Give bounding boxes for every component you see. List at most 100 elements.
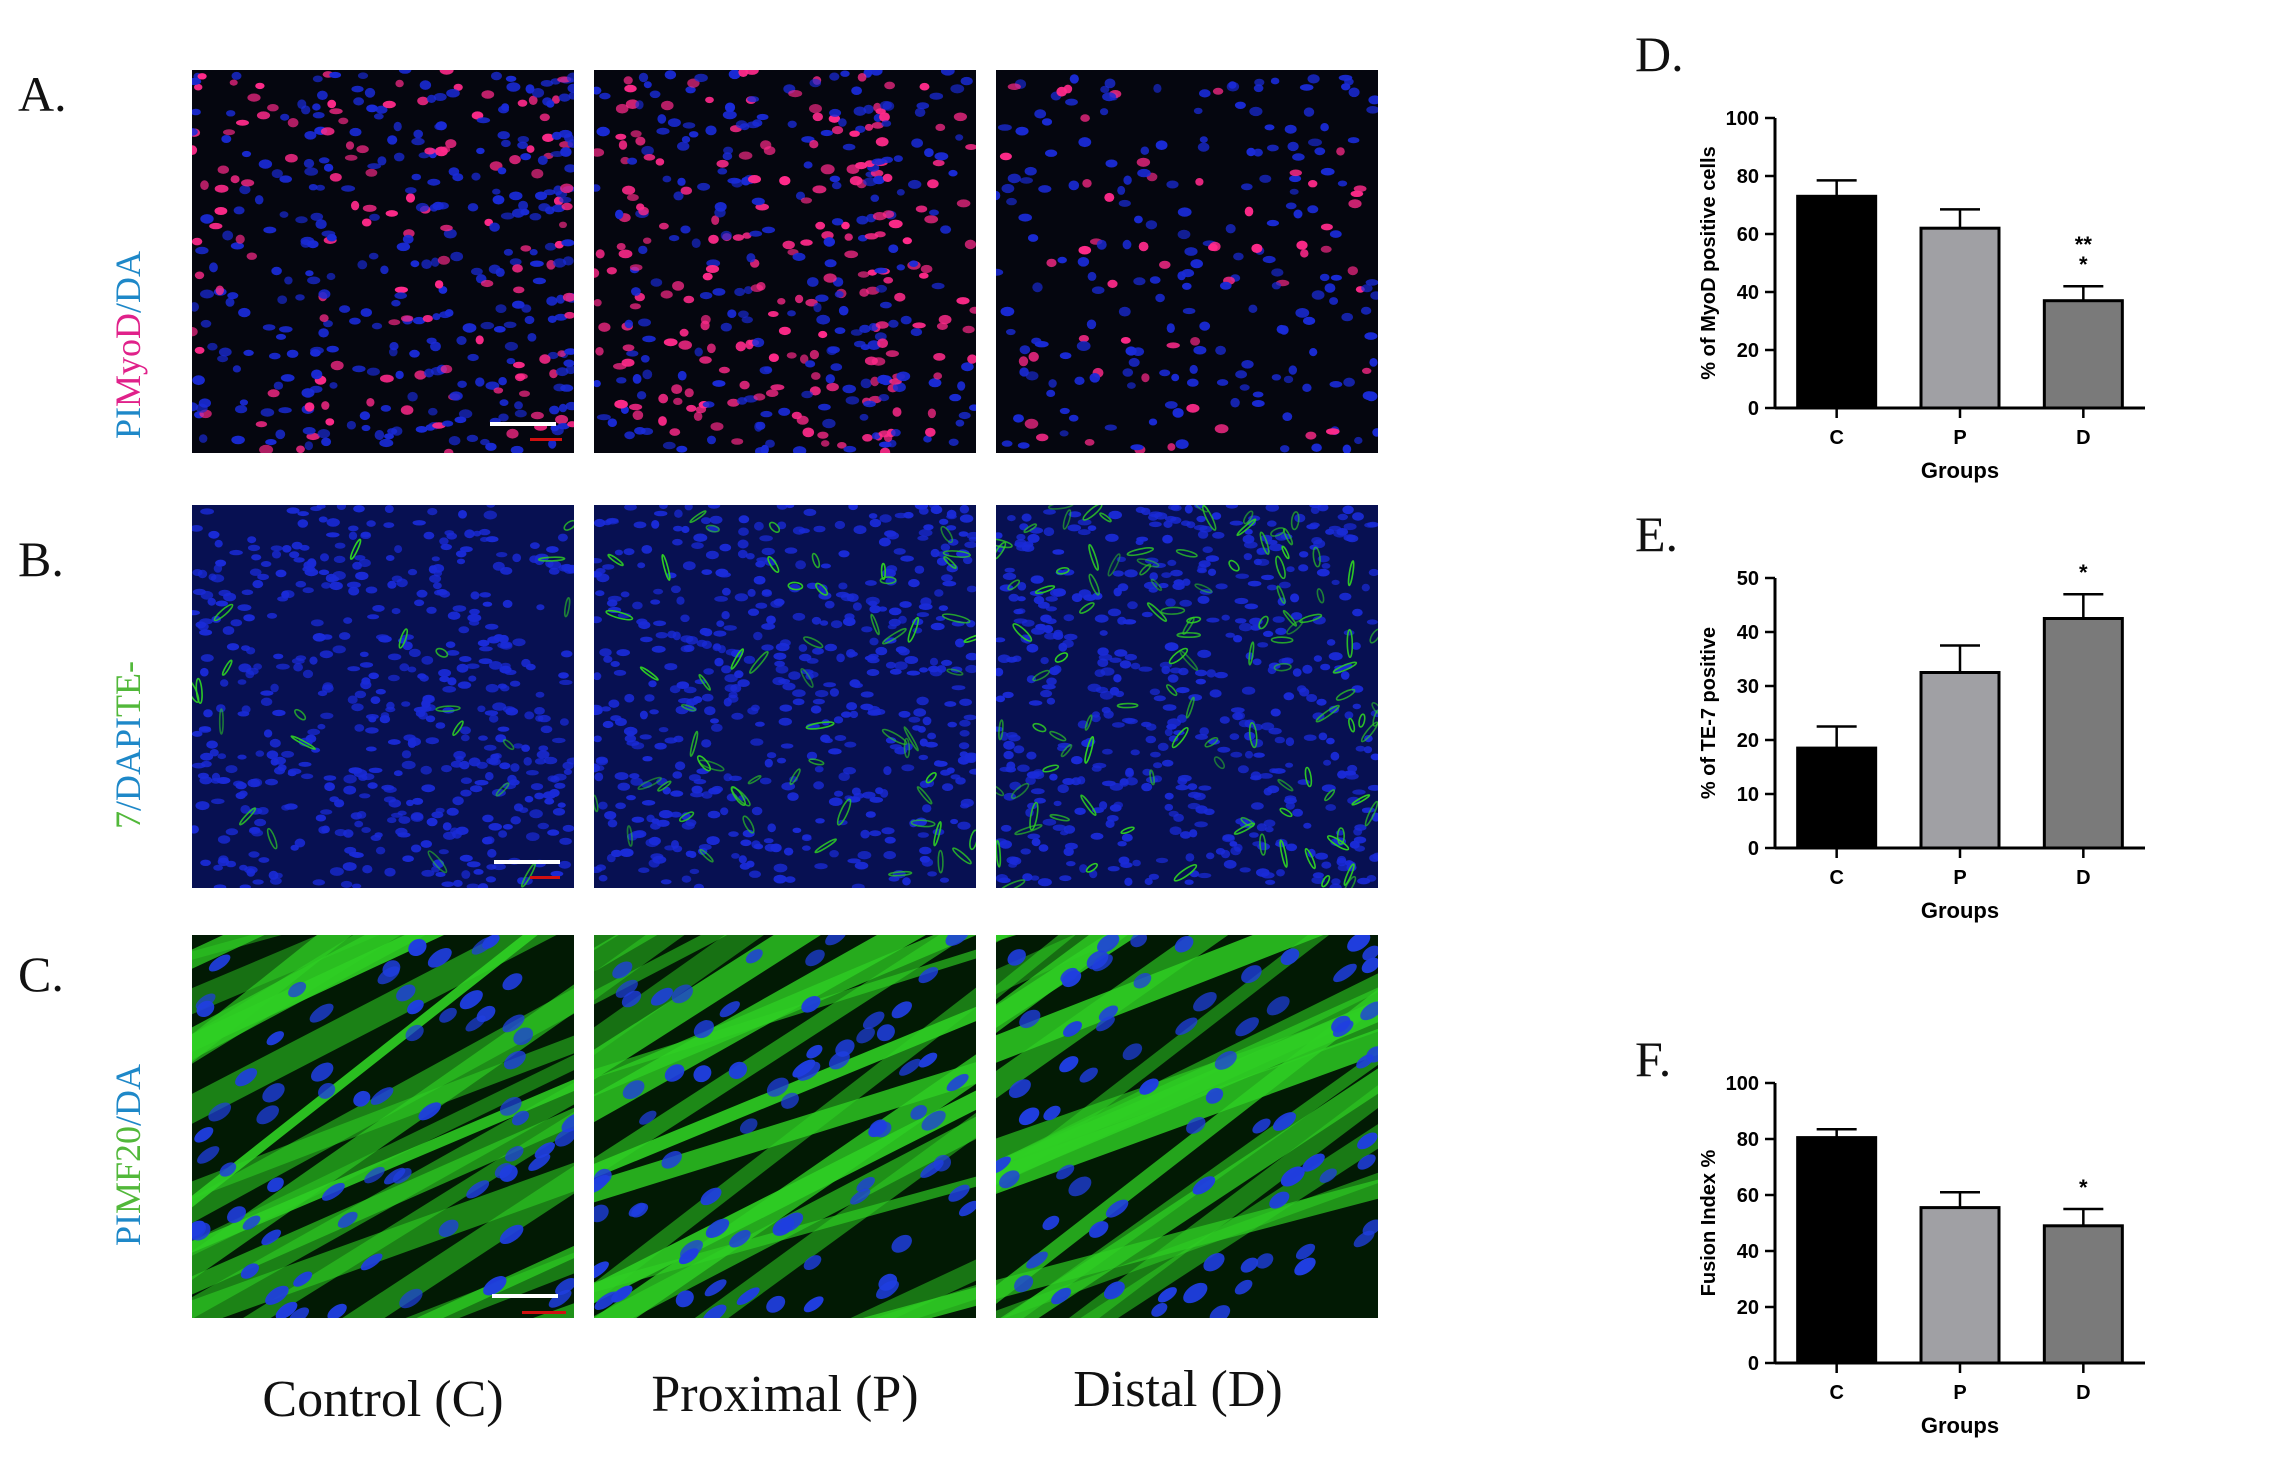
myod-positive-nucleus bbox=[1300, 249, 1308, 257]
nucleus bbox=[411, 813, 424, 822]
nucleus bbox=[1027, 834, 1040, 840]
nucleus bbox=[470, 785, 482, 792]
nucleus bbox=[697, 640, 708, 647]
nucleus bbox=[813, 303, 821, 312]
nucleus bbox=[276, 664, 290, 670]
nucleus bbox=[409, 350, 420, 358]
myod-positive-nucleus bbox=[630, 303, 641, 309]
nucleus bbox=[1183, 308, 1196, 314]
nucleus bbox=[441, 881, 454, 887]
nucleus bbox=[653, 621, 666, 627]
nucleus bbox=[802, 845, 811, 850]
nucleus bbox=[720, 544, 732, 552]
nucleus bbox=[826, 346, 837, 355]
myod-positive-nucleus bbox=[329, 108, 342, 114]
nucleus bbox=[627, 158, 637, 165]
nucleus bbox=[722, 588, 731, 596]
nucleus bbox=[1329, 652, 1343, 660]
nucleus bbox=[526, 832, 540, 841]
nucleus bbox=[1173, 408, 1184, 418]
nucleus bbox=[1259, 175, 1271, 183]
nucleus bbox=[1299, 551, 1308, 557]
nucleus bbox=[923, 717, 932, 726]
nucleus bbox=[506, 76, 517, 82]
nucleus bbox=[1153, 762, 1162, 768]
nucleus bbox=[1100, 86, 1109, 93]
myod-positive-nucleus bbox=[630, 264, 643, 271]
nucleus bbox=[1273, 616, 1285, 623]
nucleus bbox=[243, 614, 255, 621]
nucleus bbox=[514, 803, 523, 811]
nucleus bbox=[616, 649, 630, 656]
nucleus bbox=[1003, 741, 1015, 750]
myod-positive-nucleus bbox=[1036, 434, 1048, 442]
nucleus bbox=[195, 247, 208, 255]
micrograph-te7-proximal bbox=[594, 505, 976, 888]
nucleus bbox=[200, 860, 211, 866]
nucleus bbox=[411, 845, 421, 853]
nucleus bbox=[201, 320, 212, 328]
nucleus bbox=[530, 213, 542, 220]
nucleus bbox=[1331, 275, 1342, 281]
nucleus bbox=[326, 532, 340, 537]
nucleus bbox=[659, 727, 669, 732]
nucleus bbox=[959, 720, 970, 727]
nucleus bbox=[259, 159, 272, 168]
nucleus bbox=[561, 239, 574, 246]
nucleus bbox=[349, 532, 357, 540]
scale-bar-b-red bbox=[530, 876, 560, 879]
myod-positive-nucleus bbox=[821, 440, 830, 447]
nucleus bbox=[641, 146, 654, 156]
myod-positive-nucleus bbox=[811, 372, 821, 380]
myod-positive-nucleus bbox=[631, 130, 642, 137]
nucleus bbox=[353, 505, 365, 512]
nucleus bbox=[1014, 618, 1028, 623]
nucleus bbox=[932, 283, 945, 289]
nucleus bbox=[564, 769, 572, 775]
nucleus bbox=[693, 696, 702, 703]
nucleus bbox=[1170, 826, 1182, 835]
nucleus bbox=[1043, 509, 1056, 515]
nucleus bbox=[1338, 514, 1348, 520]
nucleus bbox=[558, 802, 566, 807]
nucleus bbox=[1046, 596, 1058, 602]
nucleus bbox=[650, 91, 661, 99]
nucleus bbox=[1107, 815, 1119, 822]
nucleus bbox=[233, 365, 241, 372]
nucleus bbox=[1114, 588, 1122, 597]
nucleus bbox=[880, 101, 892, 110]
nucleus bbox=[880, 789, 888, 798]
myod-positive-nucleus bbox=[656, 158, 665, 165]
nucleus bbox=[1302, 665, 1312, 674]
nucleus bbox=[568, 84, 575, 93]
nucleus bbox=[339, 632, 350, 640]
nucleus bbox=[1194, 108, 1203, 114]
nucleus bbox=[276, 570, 287, 578]
nucleus bbox=[379, 439, 393, 447]
nucleus bbox=[1348, 137, 1360, 143]
myod-positive-nucleus bbox=[933, 372, 942, 379]
nucleus bbox=[1123, 368, 1134, 377]
myod-positive-nucleus bbox=[965, 240, 976, 250]
nucleus bbox=[911, 328, 922, 336]
x-axis-label: Groups bbox=[1921, 898, 1999, 923]
nucleus bbox=[242, 705, 251, 713]
nucleus bbox=[888, 624, 897, 629]
nucleus bbox=[1095, 615, 1109, 623]
myod-positive-nucleus bbox=[520, 245, 531, 251]
nucleus bbox=[501, 140, 511, 147]
nucleus bbox=[1108, 609, 1121, 617]
nucleus bbox=[866, 811, 876, 818]
nucleus bbox=[263, 324, 276, 330]
nucleus bbox=[486, 684, 499, 693]
nucleus bbox=[874, 268, 887, 274]
myod-positive-nucleus bbox=[661, 101, 674, 111]
nucleus bbox=[273, 654, 283, 660]
nucleus bbox=[1282, 412, 1292, 421]
myod-positive-nucleus bbox=[889, 220, 903, 229]
myod-positive-nucleus bbox=[1141, 373, 1149, 382]
nucleus bbox=[447, 808, 459, 816]
nucleus bbox=[1025, 167, 1037, 176]
myod-positive-nucleus bbox=[598, 323, 610, 332]
myod-positive-nucleus bbox=[614, 400, 628, 409]
